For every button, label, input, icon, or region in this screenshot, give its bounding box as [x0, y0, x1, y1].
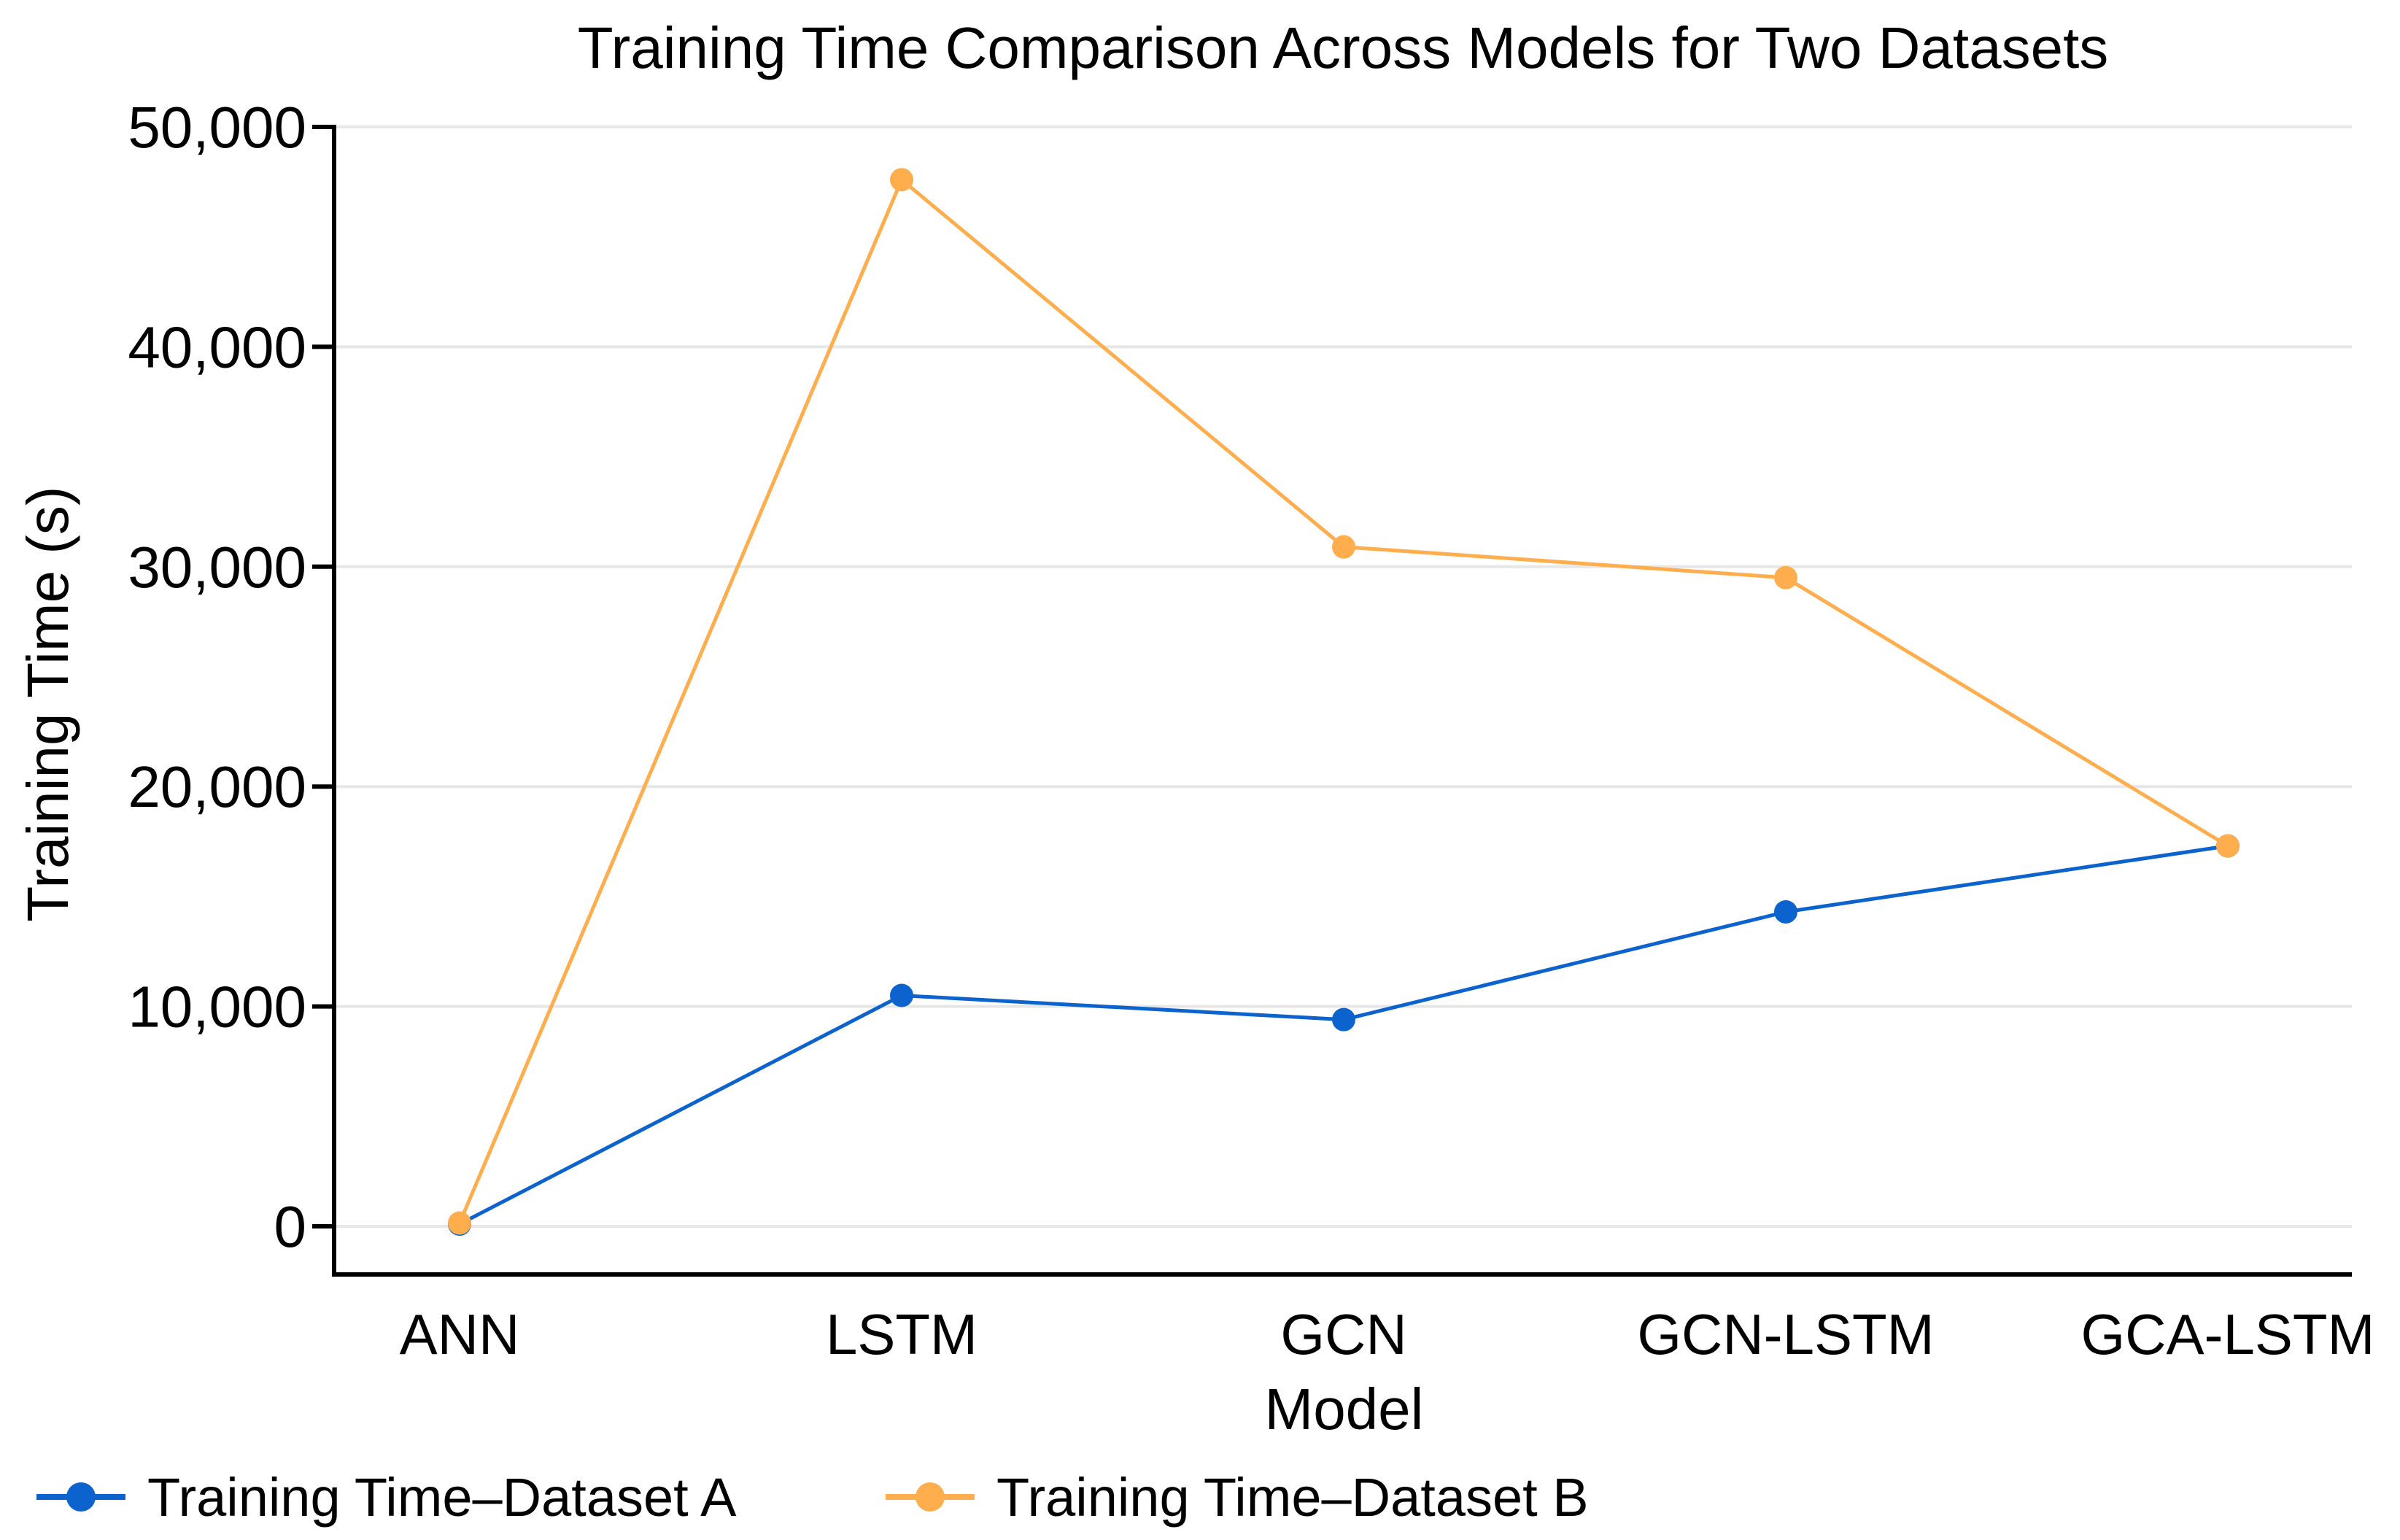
y-tick-label: 30,000 — [128, 535, 306, 600]
x-tick-label: GCN-LSTM — [1637, 1302, 1934, 1366]
y-tick-label: 20,000 — [128, 754, 306, 819]
x-tick-label: LSTM — [826, 1302, 978, 1366]
data-point-dataset-a — [890, 983, 913, 1007]
y-tick-label: 50,000 — [128, 95, 306, 160]
data-point-dataset-a — [1332, 1007, 1355, 1032]
y-tick-label: 40,000 — [128, 314, 306, 379]
data-point-dataset-b — [1774, 565, 1797, 589]
line-dot-marker-icon — [886, 1482, 975, 1512]
y-tick-label: 0 — [274, 1194, 307, 1259]
x-tick-label: ANN — [400, 1302, 520, 1366]
data-point-dataset-b — [448, 1211, 471, 1235]
x-tick-label: GCN — [1280, 1302, 1406, 1366]
legend-item-dataset-a: Training Time–Dataset A — [34, 1466, 737, 1528]
data-point-dataset-b — [890, 168, 913, 192]
data-point-dataset-a — [1774, 899, 1797, 924]
legend-item-dataset-b: Training Time–Dataset B — [883, 1466, 1589, 1528]
series-line-dataset-a — [458, 844, 2229, 1226]
y-tick-label: 10,000 — [128, 975, 306, 1040]
legend-label-dataset-a: Training Time–Dataset A — [147, 1466, 737, 1528]
data-point-dataset-b — [2216, 834, 2240, 858]
x-axis-title: Model — [1264, 1377, 1424, 1442]
legend-label-dataset-b: Training Time–Dataset B — [996, 1466, 1589, 1528]
series-line-dataset-b — [457, 177, 2229, 1224]
line-dot-marker-icon — [36, 1482, 125, 1512]
chart-title: Training Time Comparison Across Models f… — [577, 15, 2109, 80]
x-tick-label: GCA-LSTM — [2080, 1302, 2374, 1366]
data-point-dataset-b — [1332, 535, 1355, 559]
